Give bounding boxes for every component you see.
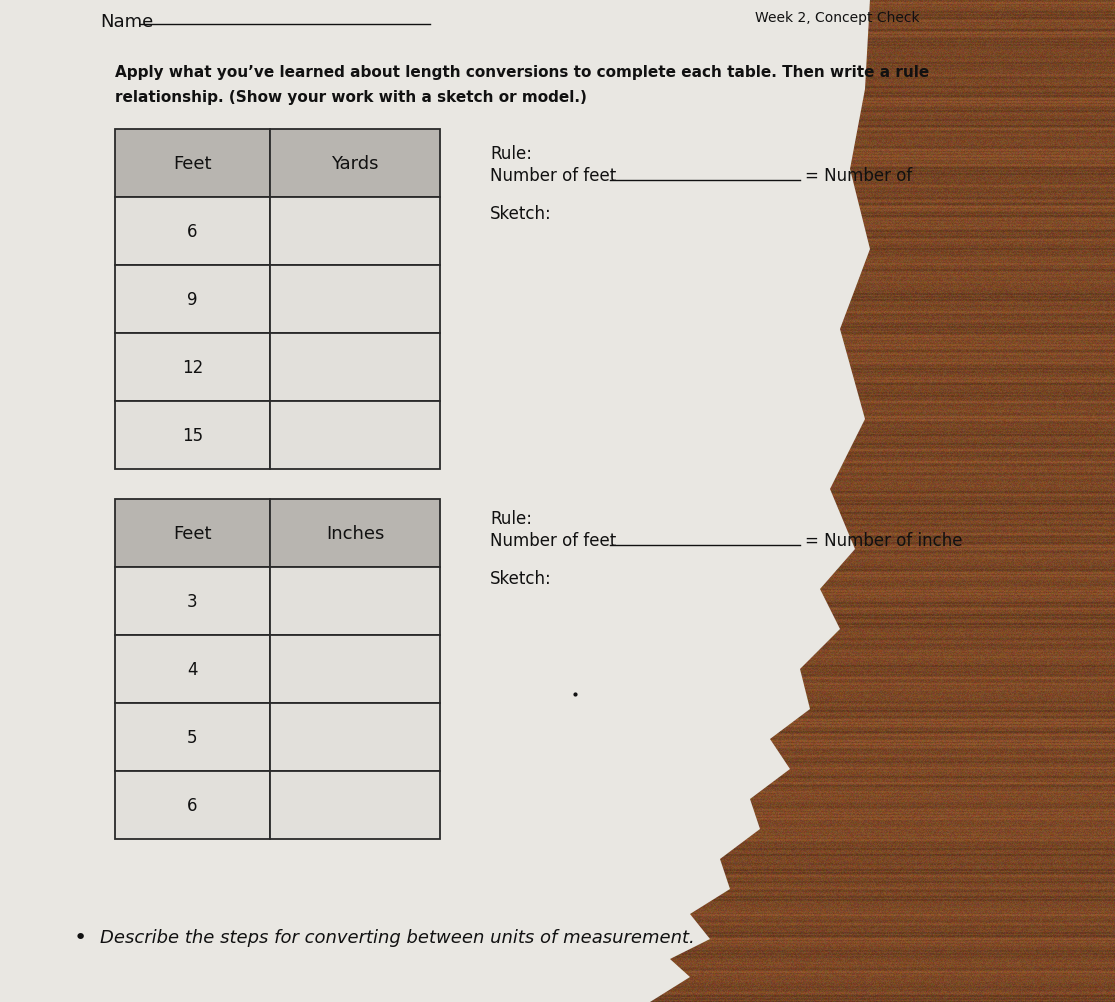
Text: = Number of inche: = Number of inche (805, 531, 962, 549)
Bar (270, 402, 440, 470)
Text: Describe the steps for converting between units of measurement.: Describe the steps for converting betwee… (100, 928, 695, 946)
Text: 5: 5 (187, 728, 197, 746)
Text: Feet: Feet (173, 524, 212, 542)
Text: 6: 6 (187, 222, 197, 240)
Text: Feet: Feet (173, 155, 212, 172)
Bar (115, 567, 270, 635)
Bar (115, 402, 270, 470)
Bar (270, 266, 440, 334)
Text: 12: 12 (182, 359, 203, 377)
Bar (270, 567, 440, 635)
Text: Sketch:: Sketch: (489, 569, 552, 587)
Bar (115, 703, 270, 772)
Text: 3: 3 (187, 592, 197, 610)
Text: Sketch:: Sketch: (489, 204, 552, 222)
Text: Week 2, Concept Check: Week 2, Concept Check (755, 11, 920, 25)
Text: Number of feet: Number of feet (489, 531, 621, 549)
Bar (270, 772, 440, 839)
Bar (115, 772, 270, 839)
Bar (115, 500, 270, 567)
Text: = Number of: = Number of (805, 167, 912, 184)
Bar (115, 635, 270, 703)
Text: Number of feet: Number of feet (489, 167, 621, 184)
Text: 6: 6 (187, 797, 197, 815)
Text: Name: Name (100, 13, 153, 31)
Text: Yards: Yards (331, 155, 379, 172)
Polygon shape (0, 0, 870, 1002)
Text: 9: 9 (187, 291, 197, 309)
Bar (270, 703, 440, 772)
Bar (270, 197, 440, 266)
Bar (115, 334, 270, 402)
Bar (270, 130, 440, 197)
Bar (115, 266, 270, 334)
Text: relationship. (Show your work with a sketch or model.): relationship. (Show your work with a ske… (115, 90, 586, 105)
Bar (270, 334, 440, 402)
Bar (115, 197, 270, 266)
Bar (115, 130, 270, 197)
Text: Inches: Inches (326, 524, 385, 542)
Text: Rule:: Rule: (489, 509, 532, 527)
Text: 15: 15 (182, 427, 203, 445)
Bar (270, 635, 440, 703)
Text: 4: 4 (187, 660, 197, 678)
Text: Rule:: Rule: (489, 145, 532, 163)
Bar (270, 500, 440, 567)
Text: Apply what you’ve learned about length conversions to complete each table. Then : Apply what you’ve learned about length c… (115, 65, 929, 80)
Text: •: • (74, 927, 87, 947)
